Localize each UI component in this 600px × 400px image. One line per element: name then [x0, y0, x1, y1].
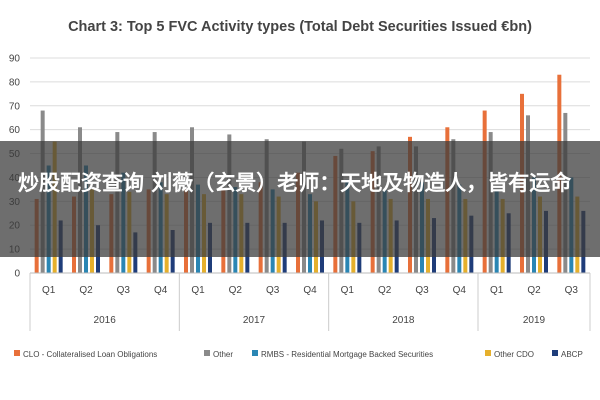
overlay-banner: 炒股配资查询 刘薇（玄景）老师：天地及物造人，皆有运命: [0, 141, 600, 257]
legend-swatch: [552, 350, 558, 356]
x-group-label: 2017: [243, 315, 266, 326]
legend: CLO - Collateralised Loan Obligations Oth…: [14, 350, 583, 359]
x-tick-label: Q3: [117, 285, 131, 296]
x-tick-label: Q2: [229, 285, 243, 296]
x-tick-label: Q4: [303, 285, 317, 296]
x-tick-label: Q2: [79, 285, 93, 296]
x-tick-label: Q1: [341, 285, 355, 296]
y-tick-label: 90: [9, 54, 21, 65]
legend-swatch: [14, 350, 20, 356]
overlay-text: 炒股配资查询 刘薇（玄景）老师：天地及物造人，皆有运命: [18, 171, 572, 195]
legend-label: ABCP: [561, 350, 583, 359]
y-tick-label: 60: [9, 125, 21, 136]
chart-title: Chart 3: Top 5 FVC Activity types (Total…: [68, 19, 532, 35]
x-group-label: 2019: [523, 315, 546, 326]
x-tick-label: Q3: [266, 285, 280, 296]
x-tick-label: Q2: [378, 285, 392, 296]
x-tick-label: Q2: [527, 285, 541, 296]
legend-swatch: [485, 350, 491, 356]
legend-swatch: [252, 350, 258, 356]
legend-label: RMBS - Residential Mortgage Backed Secur…: [261, 350, 433, 359]
x-group-label: 2018: [392, 315, 415, 326]
y-tick-label: 70: [9, 101, 21, 112]
x-axis: Q1 Q2 Q3 Q4 Q1 Q2 Q3 Q4 Q1 Q2 Q3 Q4 Q1 Q2 Q3 2016 2017 20…: [29, 272, 591, 331]
y-tick-label: 0: [14, 269, 20, 280]
x-tick-label: Q4: [453, 285, 467, 296]
x-tick-label: Q3: [565, 285, 579, 296]
x-tick-label: Q1: [490, 285, 504, 296]
legend-label: Other CDO: [494, 350, 534, 359]
legend-swatch: [204, 350, 210, 356]
legend-label: Other: [213, 350, 233, 359]
y-tick-label: 80: [9, 77, 21, 88]
x-group-label: 2016: [94, 315, 117, 326]
legend-label: CLO - Collateralised Loan Obligations: [23, 350, 157, 359]
x-tick-label: Q4: [154, 285, 168, 296]
x-tick-label: Q1: [42, 285, 56, 296]
x-tick-label: Q1: [191, 285, 205, 296]
x-tick-label: Q3: [415, 285, 429, 296]
